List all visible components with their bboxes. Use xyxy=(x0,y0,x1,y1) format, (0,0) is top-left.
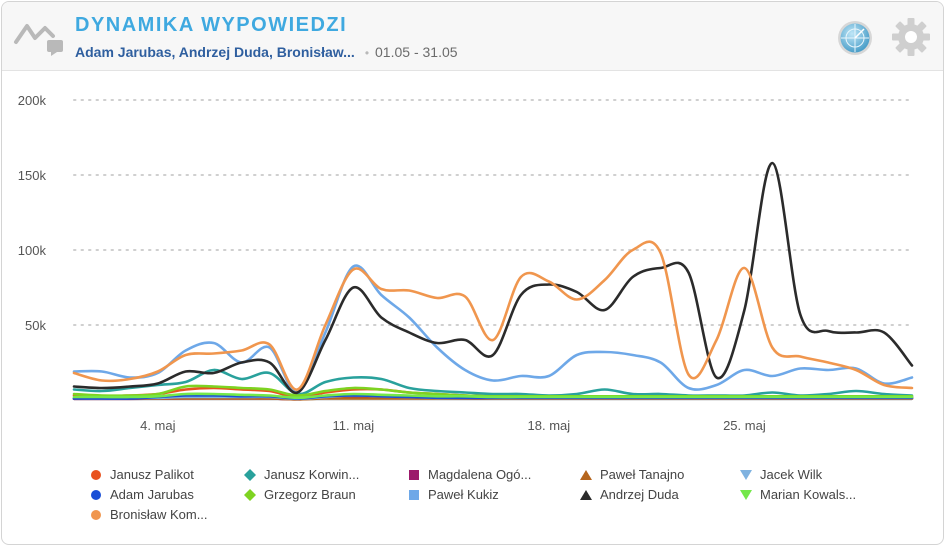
x-tick-label: 18. maj xyxy=(528,418,571,433)
legend-item[interactable]: Bronisław Kom... xyxy=(90,507,208,522)
series-line-marian-kowals xyxy=(72,392,914,400)
series-line-andrzej-duda xyxy=(72,161,914,394)
y-tick-label: 150k xyxy=(18,168,47,183)
subtitle-separator: • xyxy=(364,46,370,60)
legend-item[interactable]: Paweł Tanajno xyxy=(580,467,684,482)
legend-item[interactable]: Paweł Kukiz xyxy=(408,487,499,502)
date-range: 01.05 - 31.05 xyxy=(375,44,458,60)
header: DYNAMIKA WYPOWIEDZI Adam Jarubas, Andrze… xyxy=(2,2,943,71)
legend-label: Bronisław Kom... xyxy=(110,507,208,522)
legend-marker-circle-icon xyxy=(91,469,101,480)
legend-marker-triangle-icon xyxy=(580,489,592,500)
legend-item[interactable]: Janusz Korwin... xyxy=(244,467,359,482)
legend-label: Jacek Wilk xyxy=(760,467,823,482)
y-tick-label: 50k xyxy=(25,318,46,333)
legend-label: Magdalena Ogó... xyxy=(428,467,532,482)
y-tick-label: 100k xyxy=(18,243,47,258)
legend-item[interactable]: Jacek Wilk xyxy=(740,467,822,482)
legend-label: Paweł Tanajno xyxy=(600,467,685,482)
legend-item[interactable]: Janusz Palikot xyxy=(90,467,194,482)
legend-marker-square-icon xyxy=(409,489,419,500)
legend-marker-diamond-icon xyxy=(244,468,256,481)
gear-icon[interactable] xyxy=(891,17,931,57)
legend-marker-square-icon xyxy=(409,469,419,480)
subtitle-names[interactable]: Adam Jarubas, Andrzej Duda, Bronisław... xyxy=(75,44,355,60)
y-tick-label: 200k xyxy=(18,93,47,108)
legend-label: Adam Jarubas xyxy=(110,487,194,502)
legend-label: Grzegorz Braun xyxy=(264,487,356,502)
legend-marker-triangle-down-icon xyxy=(740,469,752,480)
legend-marker-diamond-icon xyxy=(244,488,256,501)
series-line-janusz-korwin xyxy=(72,368,914,398)
widget-title: DYNAMIKA WYPOWIEDZI xyxy=(75,14,348,36)
line-chart: 50k 100k 150k 200k 4. maj 11. maj 18. maj 25. m… xyxy=(18,93,914,433)
legend-label: Marian Kowals... xyxy=(760,487,857,502)
line-chart-icon xyxy=(14,24,63,56)
legend-item[interactable]: Adam Jarubas xyxy=(90,487,194,502)
series-line-bronis-aw-kom xyxy=(72,240,914,391)
legend-label: Andrzej Duda xyxy=(600,487,679,502)
radar-icon[interactable] xyxy=(836,19,874,57)
legend-item[interactable]: Grzegorz Braun xyxy=(244,487,356,502)
legend-item[interactable]: Andrzej Duda xyxy=(580,487,679,502)
legend-item[interactable]: Magdalena Ogó... xyxy=(408,467,531,482)
legend-item[interactable]: Marian Kowals... xyxy=(740,487,856,502)
widget-subtitle: Adam Jarubas, Andrzej Duda, Bronisław...… xyxy=(75,44,458,60)
x-tick-label: 4. maj xyxy=(140,418,176,433)
legend-label: Janusz Palikot xyxy=(110,467,194,482)
x-tick-label: 11. maj xyxy=(332,418,374,433)
legend-label: Paweł Kukiz xyxy=(428,487,499,502)
legend-marker-triangle-icon xyxy=(580,469,592,480)
legend-marker-circle-icon xyxy=(91,489,101,500)
legend-marker-circle-icon xyxy=(91,509,101,520)
legend-label: Janusz Korwin... xyxy=(264,467,360,482)
x-tick-label: 25. maj xyxy=(723,418,766,433)
legend-marker-triangle-down-icon xyxy=(740,489,752,500)
series-line-pawe-kukiz xyxy=(72,264,914,394)
